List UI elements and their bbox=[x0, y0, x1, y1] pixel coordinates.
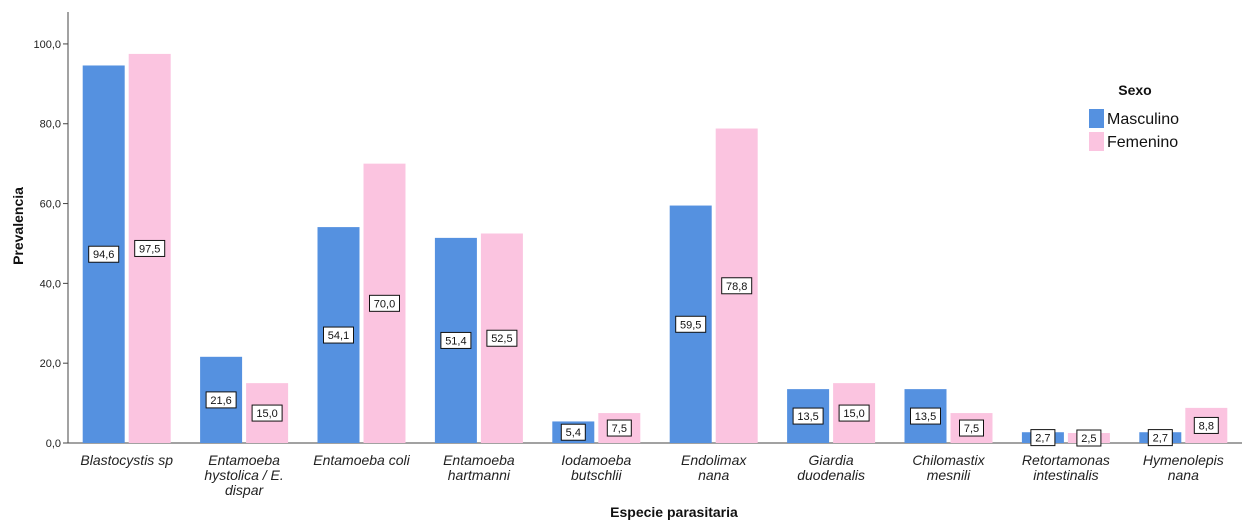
data-label: 2,5 bbox=[1081, 433, 1096, 445]
data-label-box bbox=[440, 331, 472, 349]
category-label: mesnili bbox=[927, 467, 971, 483]
y-tick-label: 0,0 bbox=[46, 438, 61, 450]
data-label-box bbox=[88, 245, 120, 263]
category-label: hartmanni bbox=[448, 467, 511, 483]
data-label: 15,0 bbox=[843, 408, 864, 420]
category-label: Endolimax bbox=[681, 452, 747, 468]
category-label: Blastocystis sp bbox=[80, 452, 173, 468]
legend-label-femenino: Femenino bbox=[1107, 134, 1178, 151]
category-label: Entamoeba bbox=[208, 452, 280, 468]
data-label: 52,5 bbox=[491, 333, 512, 345]
category-label: Iodamoeba bbox=[561, 452, 631, 468]
data-label: 59,5 bbox=[680, 319, 701, 331]
data-label: 21,6 bbox=[210, 395, 231, 407]
data-label: 5,4 bbox=[566, 427, 581, 439]
category-label: hystolica / E. bbox=[204, 467, 283, 483]
data-label-box bbox=[205, 391, 237, 409]
data-label: 70,0 bbox=[374, 298, 395, 310]
legend-title: Sexo bbox=[1118, 82, 1151, 98]
data-label: 2,7 bbox=[1153, 433, 1168, 445]
category-label: Entamoeba bbox=[443, 452, 515, 468]
data-label: 7,5 bbox=[612, 423, 627, 435]
legend-swatch-masculino bbox=[1089, 109, 1104, 128]
data-label: 15,0 bbox=[256, 408, 277, 420]
category-label: nana bbox=[1168, 467, 1199, 483]
data-label: 51,4 bbox=[445, 335, 466, 347]
data-label-box bbox=[560, 423, 586, 441]
bars bbox=[82, 53, 1228, 444]
category-label: Chilomastix bbox=[912, 452, 985, 468]
data-label-box bbox=[1030, 429, 1056, 447]
data-label-box bbox=[1147, 429, 1173, 447]
category-label: duodenalis bbox=[797, 467, 865, 483]
category-label: Entamoeba coli bbox=[313, 452, 410, 468]
y-tick-label: 60,0 bbox=[40, 199, 61, 211]
data-label: 13,5 bbox=[797, 411, 818, 423]
data-label-box bbox=[1076, 429, 1102, 447]
data-label: 97,5 bbox=[139, 243, 160, 255]
legend-label-masculino: Masculino bbox=[1107, 111, 1179, 128]
data-label: 8,8 bbox=[1199, 420, 1214, 432]
data-label-box bbox=[1193, 416, 1219, 434]
data-label-box bbox=[134, 239, 166, 257]
data-label-box bbox=[838, 404, 870, 422]
y-axis: 0,0 20,0 40,0 60,0 80,0 100,0 bbox=[33, 12, 69, 450]
data-label-box bbox=[792, 407, 824, 425]
legend: Sexo Masculino Femenino bbox=[1089, 82, 1179, 151]
category-label: Retortamonas bbox=[1022, 452, 1110, 468]
data-label-box bbox=[910, 407, 941, 425]
category-label: butschlii bbox=[571, 467, 622, 483]
category-label: intestinalis bbox=[1033, 467, 1098, 483]
data-label-box bbox=[675, 315, 707, 333]
y-tick-label: 40,0 bbox=[40, 278, 61, 290]
y-axis-title: Prevalencia bbox=[10, 187, 26, 265]
data-label: 7,5 bbox=[964, 423, 979, 435]
data-label-box bbox=[606, 419, 632, 437]
data-label: 78,8 bbox=[726, 281, 747, 293]
data-label-box bbox=[323, 326, 354, 344]
data-labels: 94,6 97,5 21,6 15,0 54,1 70,0 51,4 52,5 5,4 7,5 59… bbox=[88, 239, 1219, 447]
data-label-box bbox=[721, 277, 753, 295]
category-label: Giardia bbox=[809, 452, 854, 468]
y-tick-label: 20,0 bbox=[40, 358, 61, 370]
legend-swatch-femenino bbox=[1089, 132, 1104, 151]
category-label: nana bbox=[698, 467, 729, 483]
category-label: Hymenolepis bbox=[1143, 452, 1224, 468]
data-label-box bbox=[486, 329, 518, 347]
category-label: dispar bbox=[225, 482, 264, 498]
y-tick-label: 80,0 bbox=[40, 119, 61, 131]
data-label-box bbox=[251, 404, 283, 422]
data-label: 13,5 bbox=[915, 411, 936, 423]
y-tick-label: 100,0 bbox=[33, 39, 61, 51]
data-label: 94,6 bbox=[93, 249, 114, 261]
data-label-box bbox=[959, 419, 984, 437]
x-axis-title: Especie parasitaria bbox=[610, 504, 738, 520]
data-label: 54,1 bbox=[328, 330, 349, 342]
data-label: 2,7 bbox=[1035, 433, 1050, 445]
data-label-box bbox=[369, 294, 400, 312]
